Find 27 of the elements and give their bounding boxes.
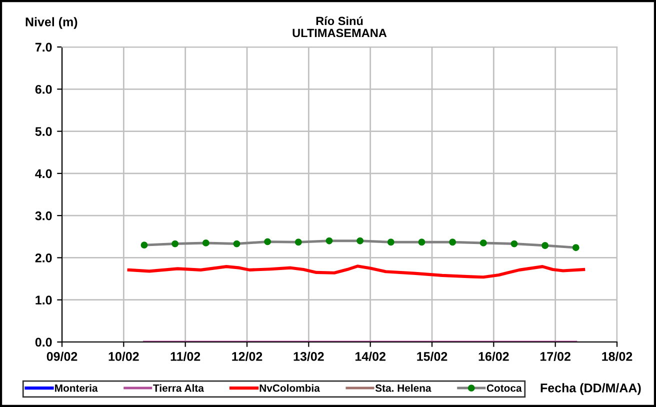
legend-label: Cotoca: [486, 384, 522, 392]
y-tick-label: 2.0: [35, 254, 52, 262]
y-tick-label: 0.0: [35, 338, 52, 347]
x-tick-label: 13/02: [294, 352, 324, 362]
x-tick-label: 16/02: [478, 352, 509, 362]
legend-label: Monteria: [55, 384, 98, 392]
x-tick-label: 15/02: [417, 352, 448, 362]
y-tick-label: 7.0: [35, 42, 52, 52]
y-tick-label: 4.0: [35, 169, 52, 178]
chart-title: Río Sinú: [316, 16, 363, 26]
x-tick-label: 11/02: [170, 352, 200, 362]
legend-label: Tierra Alta: [153, 384, 204, 392]
y-tick-label: 3.0: [35, 211, 52, 220]
chart-subtitle: ULTIMASEMANA: [292, 28, 387, 38]
x-tick-label: 10/02: [108, 352, 139, 362]
y-tick-label: 1.0: [36, 296, 52, 305]
y-tick-label: 6.0: [35, 84, 52, 94]
y-axis-title: Nivel (m): [26, 17, 78, 29]
x-tick-label: 12/02: [232, 352, 262, 362]
x-tick-label: 17/02: [540, 352, 570, 362]
y-tick-label: 5.0: [35, 127, 52, 136]
legend-label: Sta. Helena: [375, 384, 432, 392]
legend-label: NvColombia: [260, 384, 320, 392]
x-axis-title: Fecha (DD/M/AA): [540, 383, 641, 395]
x-tick-label: 09/02: [46, 352, 78, 362]
x-tick-label: 18/02: [602, 352, 632, 362]
x-tick-label: 14/02: [355, 352, 386, 362]
